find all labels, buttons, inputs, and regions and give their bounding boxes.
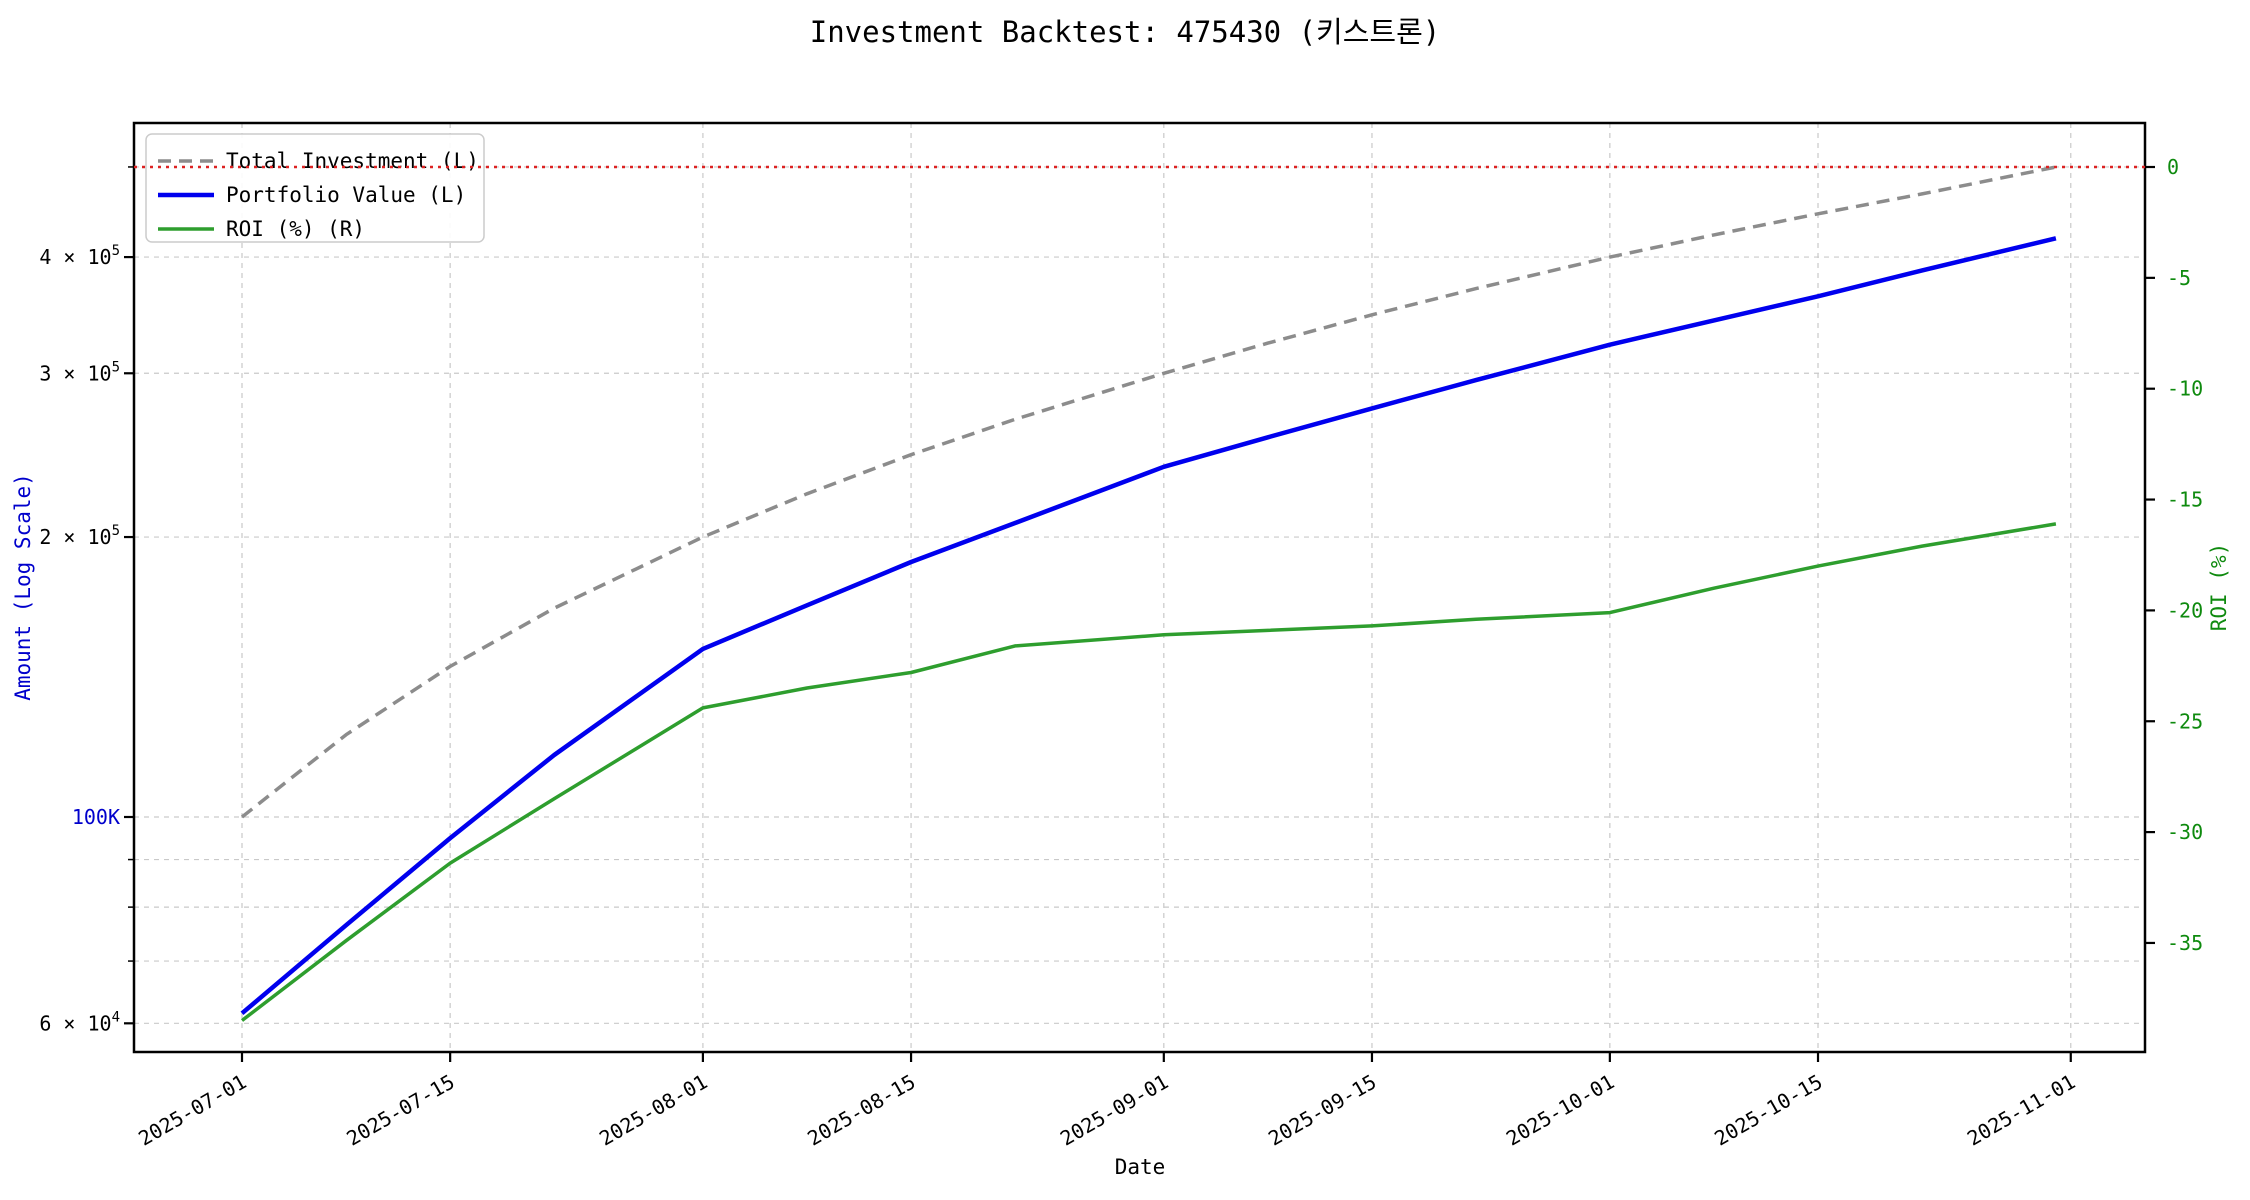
x-tick-label: 2025-08-15 [803, 1070, 919, 1151]
left-axis-label: Amount (Log Scale) [11, 473, 35, 701]
right-tick-label: -5 [2167, 266, 2191, 290]
series-line-portfolio-value [240, 236, 2057, 1016]
right-axis-label: ROI (%) [2207, 543, 2231, 632]
x-axis-label: Date [1115, 1155, 1166, 1179]
left-tick-label: 100K [72, 805, 120, 829]
legend-label: Portfolio Value (L) [226, 183, 466, 207]
right-tick-label: -15 [2167, 488, 2203, 512]
right-tick-label: -25 [2167, 709, 2203, 733]
x-tick-label: 2025-10-15 [1710, 1070, 1826, 1151]
chart-title: Investment Backtest: 475430 (키스트론) [810, 15, 1441, 49]
gridlines [134, 123, 2145, 1052]
series-line-total-investment [240, 165, 2057, 819]
x-tick-label: 2025-11-01 [1963, 1070, 2079, 1151]
legend-label: ROI (%) (R) [226, 217, 365, 241]
x-tick-label: 2025-10-01 [1502, 1070, 1618, 1151]
legend-label: Total Investment (L) [226, 149, 479, 173]
right-tick-label: -20 [2167, 598, 2203, 622]
x-tick-label: 2025-09-01 [1056, 1070, 1172, 1151]
right-tick-label: 0 [2167, 155, 2179, 179]
axes-spines [132, 121, 2147, 1054]
x-tick-label: 2025-07-01 [134, 1070, 250, 1151]
x-tick-label: 2025-07-15 [342, 1070, 458, 1151]
x-tick-label: 2025-08-01 [595, 1070, 711, 1151]
left-tick-label: 3 × 105 [39, 359, 120, 385]
legend-item-roi: ROI (%) (R) [158, 217, 365, 241]
left-tick-label: 6 × 104 [39, 1009, 120, 1035]
legend: Total Investment (L) Portfolio Value (L)… [145, 133, 485, 243]
series-line-roi [240, 522, 2057, 1022]
legend-item-portfolio-value: Portfolio Value (L) [158, 183, 466, 207]
plot-border [132, 121, 2147, 1054]
left-tick-label: 2 × 105 [39, 523, 120, 549]
right-tick-label: -10 [2167, 377, 2203, 401]
legend-item-total-investment: Total Investment (L) [158, 149, 479, 173]
axis-ticks: 2025-07-01 2025-07-15 2025-08-01 2025-08-15… [39, 155, 2203, 1151]
legend-box [145, 133, 485, 243]
data-series [240, 165, 2057, 1022]
left-tick-label: 4 × 105 [39, 243, 120, 269]
x-tick-label: 2025-09-15 [1264, 1070, 1380, 1151]
right-tick-label: -30 [2167, 820, 2203, 844]
right-tick-label: -35 [2167, 931, 2203, 955]
